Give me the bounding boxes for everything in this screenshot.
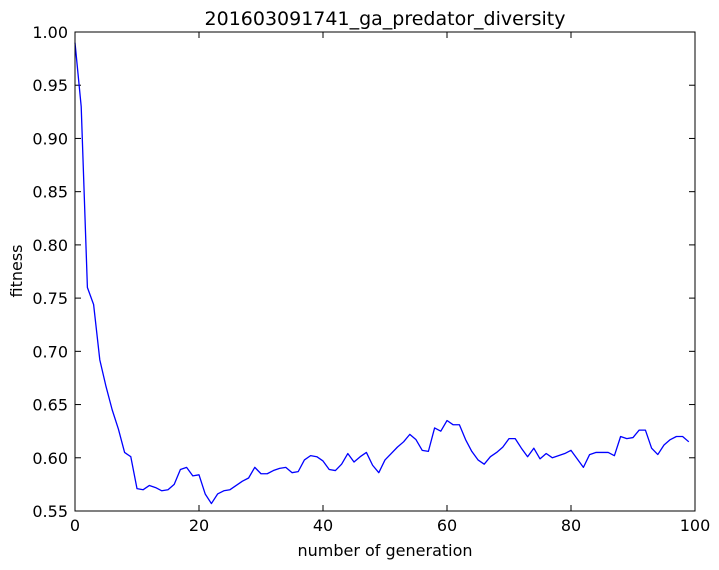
y-axis-ticks: 0.55 0.60 0.65 0.70 0.75 0.80 0.85 0.90 0.95 1.00 — [32, 23, 695, 521]
x-axis-ticks: 0 20 40 60 80 100 — [70, 32, 710, 535]
chart-title: 201603091741_ga_predator_diversity — [205, 8, 566, 30]
y-tick-label: 0.90 — [32, 129, 68, 148]
y-tick-label: 0.70 — [32, 342, 68, 361]
y-tick-label: 1.00 — [32, 23, 68, 42]
y-tick-label: 0.55 — [32, 502, 68, 521]
y-tick-label: 0.80 — [32, 236, 68, 255]
x-axis-label: number of generation — [297, 541, 472, 560]
y-tick-label: 0.65 — [32, 396, 68, 415]
plot-frame — [74, 31, 696, 512]
fitness-series-line — [74, 42, 690, 505]
y-tick-label: 0.85 — [32, 183, 68, 202]
y-tick-label: 0.95 — [32, 76, 68, 95]
x-tick-label: 40 — [313, 516, 333, 535]
x-tick-label: 20 — [189, 516, 209, 535]
y-tick-label: 0.60 — [32, 449, 68, 468]
x-tick-label: 80 — [561, 516, 581, 535]
x-tick-label: 0 — [70, 516, 80, 535]
x-tick-label: 60 — [437, 516, 457, 535]
x-tick-label: 100 — [680, 516, 711, 535]
plot-lines — [74, 42, 690, 505]
y-tick-label: 0.75 — [32, 289, 68, 308]
y-axis-label: fitness — [7, 244, 26, 297]
